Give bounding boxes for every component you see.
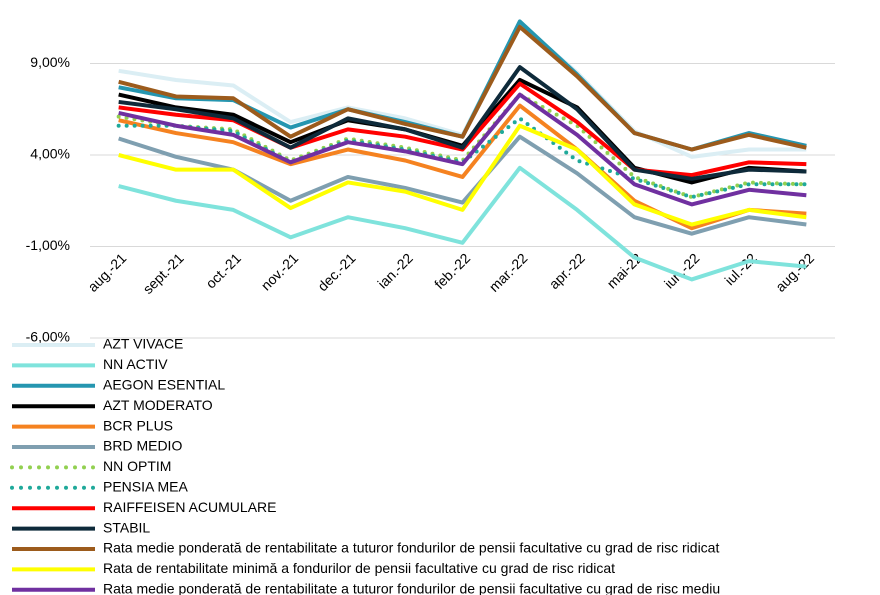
legend-label: BCR PLUS	[103, 417, 173, 433]
x-tick-label: apr.-22	[546, 250, 588, 292]
legend-label: STABIL	[103, 519, 150, 535]
x-tick-label: oct.-21	[202, 250, 244, 292]
legend-label: PENSIA MEA	[103, 479, 188, 495]
legend-label: BRD MEDIO	[103, 438, 182, 454]
legend-label: RAIFFEISEN ACUMULARE	[103, 499, 276, 515]
x-tick-label: feb.-22	[431, 250, 473, 292]
y-tick-label: -6,00%	[26, 329, 70, 345]
legend-label: AEGON ESENTIAL	[103, 377, 225, 393]
series-line	[118, 123, 807, 227]
series-line	[118, 92, 807, 207]
x-tick-label: nov.-21	[258, 250, 302, 294]
series-line	[118, 24, 807, 152]
x-tick-label: mar.-22	[486, 250, 531, 295]
legend-label: AZT VIVACE	[103, 336, 183, 352]
legend-label: AZT MODERATO	[103, 397, 213, 413]
x-tick-label: sept.-21	[140, 250, 187, 297]
x-tick-label: dec.-21	[314, 250, 358, 294]
y-tick-label: 4,00%	[30, 146, 70, 162]
x-tick-label: aug.-22	[772, 250, 817, 295]
series-line	[118, 165, 807, 282]
legend-label: Rata medie ponderată de rentabilitate a …	[103, 581, 720, 595]
x-tick-label: mai-22	[604, 250, 646, 292]
series-line	[118, 103, 807, 231]
series-line	[118, 65, 807, 181]
legend-label: NN ACTIV	[103, 356, 168, 372]
x-tick-label: aug.-21	[85, 250, 130, 295]
y-tick-label: -1,00%	[26, 237, 70, 253]
legend-label: NN OPTIM	[103, 458, 171, 474]
legend-label: Rata de rentabilitate minimă a fondurilo…	[103, 560, 615, 576]
y-tick-label: 9,00%	[30, 54, 70, 70]
legend-label: Rata medie ponderată de rentabilitate a …	[103, 540, 719, 556]
x-tick-label: ian.-22	[374, 250, 416, 292]
